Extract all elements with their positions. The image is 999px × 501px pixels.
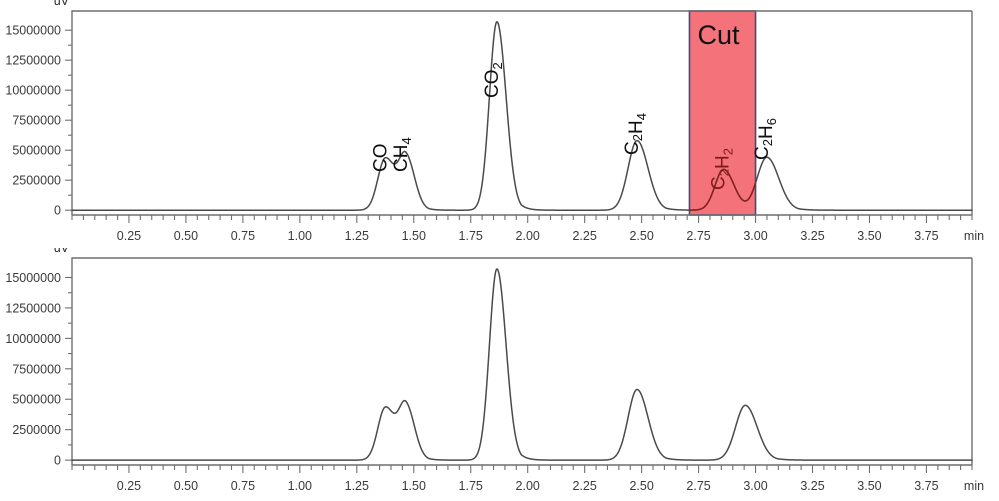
x-axis-tick-label: 0.50 bbox=[174, 229, 198, 243]
chart-panel-bottom: 0 2500000 5000000 7500000 10000000 12500000 15… bbox=[0, 248, 999, 501]
y-axis-tick-label: 12500000 bbox=[5, 301, 61, 315]
x-axis-tick-label: 1.25 bbox=[345, 229, 369, 243]
x-axis-tick-label: 1.00 bbox=[288, 229, 312, 243]
x-axis-tick-label: 3.25 bbox=[800, 229, 824, 243]
x-axis-tick-label: 2.00 bbox=[516, 229, 540, 243]
x-axis-unit-label: min bbox=[964, 479, 984, 493]
x-axis-tick-label: 1.75 bbox=[459, 479, 483, 493]
y-axis-tick-label: 15000000 bbox=[5, 24, 61, 38]
x-axis-tick-label: 1.50 bbox=[402, 229, 426, 243]
y-axis-tick-label: 0 bbox=[54, 204, 61, 218]
x-axis-tick-label: 1.75 bbox=[459, 229, 483, 243]
y-axis-tick-label: 12500000 bbox=[5, 54, 61, 68]
x-axis-tick-label: 0.50 bbox=[174, 479, 198, 493]
cut-region-highlight[interactable] bbox=[688, 10, 757, 216]
y-axis-tick-label: 10000000 bbox=[5, 332, 61, 346]
peak-label-group: CO2 bbox=[482, 62, 505, 98]
y-axis-tick-label: 2500000 bbox=[12, 174, 61, 188]
axis-frame bbox=[71, 10, 972, 215]
chromatogram-plot: Cut 0 2500000 5000000 7500000 10000000 1250000… bbox=[5, 0, 984, 243]
x-axis-tick-label: 2.75 bbox=[686, 229, 710, 243]
axis-frame bbox=[71, 257, 972, 465]
peak-label: CH4 bbox=[391, 137, 414, 172]
chromatogram-plot: 0 2500000 5000000 7500000 10000000 12500000 15… bbox=[5, 248, 984, 493]
peak-label: CO bbox=[370, 144, 391, 173]
x-axis-tick-label: 3.25 bbox=[800, 479, 824, 493]
y-axis-tick-label: 0 bbox=[54, 454, 61, 468]
x-axis-tick-label: 2.00 bbox=[516, 479, 540, 493]
peak-label-group: C2H2 bbox=[709, 148, 736, 190]
y-axis-tick-label: 7500000 bbox=[12, 114, 61, 128]
peak-label: C2H6 bbox=[752, 118, 779, 160]
peak-label-group: CH4 bbox=[391, 137, 414, 172]
peak-label: CO2 bbox=[482, 62, 505, 98]
y-axis-tick-label: 15000000 bbox=[5, 271, 61, 285]
y-axis-tick-label: 10000000 bbox=[5, 84, 61, 98]
x-axis-tick-label: 3.00 bbox=[743, 229, 767, 243]
x-axis-tick-label: 3.00 bbox=[743, 479, 767, 493]
peak-label-group: C2H6 bbox=[752, 118, 779, 160]
cut-region-label: Cut bbox=[697, 20, 740, 50]
x-axis-tick-label: 3.75 bbox=[914, 479, 938, 493]
y-axis-tick-label: 7500000 bbox=[12, 362, 61, 376]
y-axis-unit-label: uV bbox=[54, 248, 70, 255]
y-axis-tick-label: 5000000 bbox=[12, 393, 61, 407]
x-axis-tick-label: 2.75 bbox=[686, 479, 710, 493]
x-axis-tick-label: 3.50 bbox=[857, 229, 881, 243]
peak-label: C2H4 bbox=[622, 113, 649, 155]
chart-panel-top: Cut 0 2500000 5000000 7500000 10000000 1250000… bbox=[0, 0, 999, 248]
x-axis-tick-label: 1.50 bbox=[402, 479, 426, 493]
x-axis-tick-label: 1.25 bbox=[345, 479, 369, 493]
x-axis-tick-label: 2.50 bbox=[629, 229, 653, 243]
x-axis-tick-label: 3.50 bbox=[857, 479, 881, 493]
peak-label: C2H2 bbox=[709, 148, 736, 190]
x-axis-tick-label: 2.25 bbox=[572, 479, 596, 493]
chromatogram-trace bbox=[71, 268, 973, 461]
chromatogram-trace-cut-segment bbox=[688, 168, 756, 211]
chromatogram-trace bbox=[71, 21, 973, 211]
x-axis-tick-label: 0.75 bbox=[231, 229, 255, 243]
y-axis-tick-label: 5000000 bbox=[12, 144, 61, 158]
peak-label-group: CO bbox=[370, 144, 391, 173]
y-axis-tick-label: 2500000 bbox=[12, 423, 61, 437]
x-axis-tick-label: 0.25 bbox=[117, 229, 141, 243]
x-axis-tick-label: 3.75 bbox=[914, 229, 938, 243]
x-axis-tick-label: 1.00 bbox=[288, 479, 312, 493]
y-axis-unit-label: uV bbox=[54, 0, 70, 8]
x-axis-tick-label: 2.50 bbox=[629, 479, 653, 493]
x-axis-unit-label: min bbox=[964, 229, 984, 243]
peak-label-group: C2H4 bbox=[622, 113, 649, 155]
x-axis-tick-label: 0.75 bbox=[231, 479, 255, 493]
x-axis-tick-label: 2.25 bbox=[572, 229, 596, 243]
x-axis-tick-label: 0.25 bbox=[117, 479, 141, 493]
